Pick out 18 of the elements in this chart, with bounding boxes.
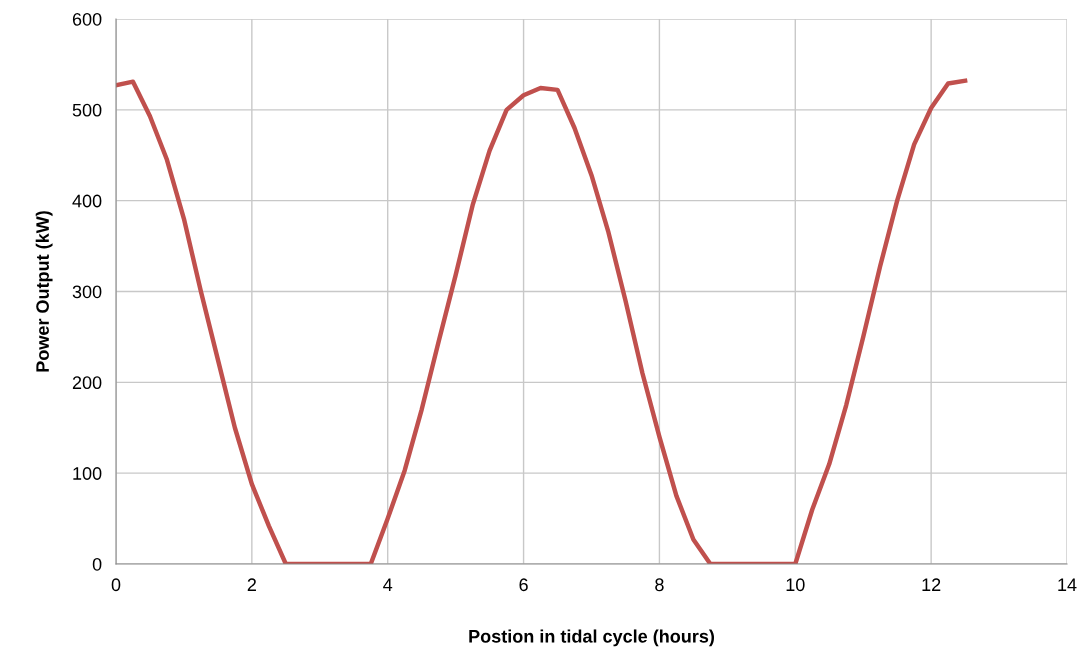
y-tick-label: 200 — [72, 376, 102, 390]
y-tick-label: 600 — [72, 12, 102, 26]
y-tick-label: 100 — [73, 467, 102, 480]
y-tick-label: 500 — [72, 103, 102, 117]
line-series — [116, 78, 968, 564]
y-axis-title: Power Output (kW) — [35, 211, 53, 372]
x-axis-title: Postion in tidal cycle (hours) — [469, 629, 715, 647]
y-tick-label: 400 — [72, 194, 102, 208]
x-tick-label: 10 — [786, 578, 805, 592]
x-tick-label: 12 — [922, 578, 941, 591]
y-tick-label: 300 — [72, 285, 102, 299]
y-tick-label: 0 — [92, 557, 102, 571]
x-tick-label: 0 — [111, 578, 121, 592]
x-tick-label: 2 — [247, 578, 256, 591]
x-tick-label: 14 — [1058, 578, 1077, 591]
x-tick-label: 8 — [655, 578, 664, 592]
x-tick-label: 4 — [383, 578, 393, 591]
x-tick-label: 6 — [519, 578, 528, 592]
